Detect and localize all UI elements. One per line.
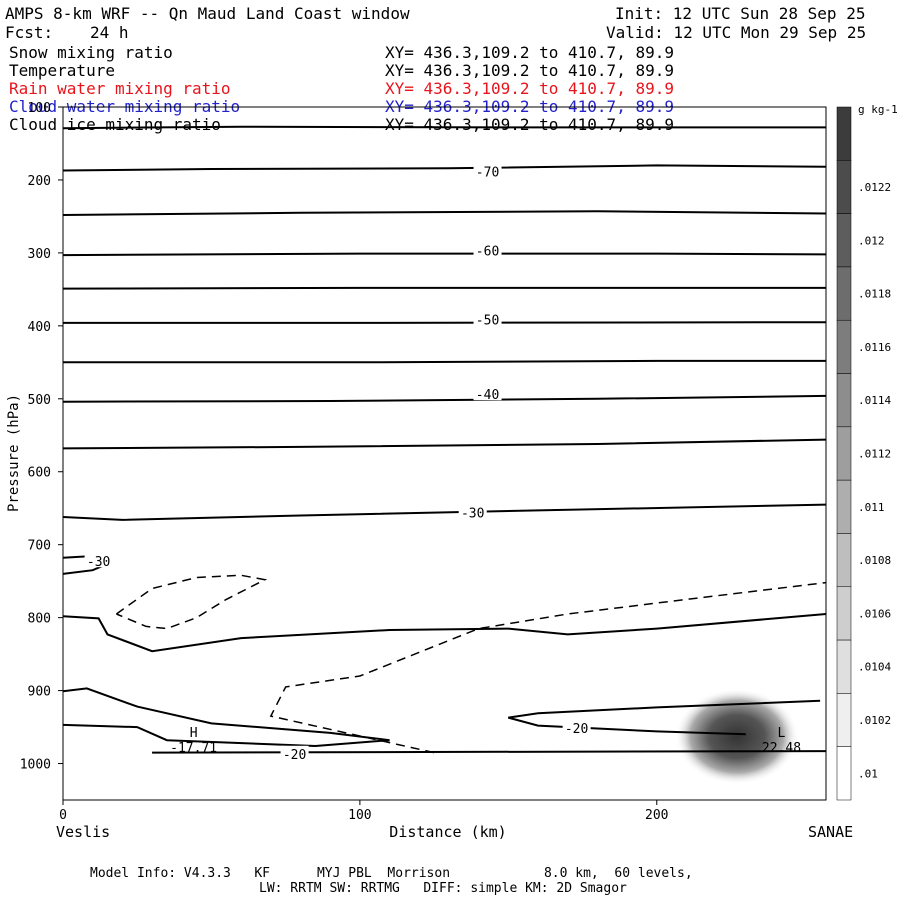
x-tick-label: 200 bbox=[645, 808, 668, 823]
contour-label-bg bbox=[280, 745, 309, 760]
contour-label: -50 bbox=[476, 314, 499, 329]
isotherm-contour bbox=[62, 394, 827, 403]
field-name: Temperature bbox=[9, 61, 115, 80]
isotherm-contour bbox=[62, 125, 826, 130]
shaded-mixing-ratio bbox=[674, 688, 799, 785]
colorbar-tick-label: .01 bbox=[858, 767, 878, 780]
colorbar-swatch bbox=[836, 160, 852, 214]
field-xy: XY= 436.3,109.2 to 410.7, 89.9 bbox=[385, 43, 674, 62]
colorbar-swatch bbox=[836, 319, 852, 374]
x-left-end-label: Veslis bbox=[56, 823, 110, 841]
extremum-value: 22.48 bbox=[762, 741, 801, 756]
contour-label: -60 bbox=[476, 244, 499, 259]
model-info-2: LW: RRTM SW: RRTMG DIFF: simple KM: 2D S… bbox=[259, 881, 627, 896]
contour-label-bg bbox=[473, 242, 502, 257]
colorbar-swatch bbox=[836, 213, 852, 268]
colorbar-tick-label: .0106 bbox=[858, 607, 891, 620]
colorbar-tick-label: .0104 bbox=[858, 661, 891, 674]
surface-contour bbox=[152, 750, 827, 754]
plot-frame bbox=[62, 106, 827, 801]
colorbar-tick-label: .0102 bbox=[858, 714, 891, 727]
contour-label: -40 bbox=[476, 388, 499, 403]
chart-title: AMPS 8-km WRF -- Qn Maud Land Coast wind… bbox=[5, 4, 410, 23]
extremum-marker: H bbox=[190, 726, 198, 741]
colorbar-swatch bbox=[836, 639, 852, 694]
colorbar-tick-label: .0112 bbox=[858, 448, 891, 461]
colorbar-tick-label: .0114 bbox=[858, 394, 891, 407]
y-tick-label: 200 bbox=[28, 174, 51, 189]
y-tick-label: 500 bbox=[28, 393, 51, 408]
y-tick-label: 100 bbox=[28, 101, 51, 116]
y-tick-label: 900 bbox=[28, 685, 51, 700]
field-name: Snow mixing ratio bbox=[9, 43, 173, 62]
isotherm-contour bbox=[62, 438, 827, 450]
field-name: Rain water mixing ratio bbox=[9, 79, 231, 98]
contour-label: -20 bbox=[565, 722, 588, 737]
model-info: Model Info: V4.3.3 KF MYJ PBL Morrison 8… bbox=[90, 866, 693, 881]
isotherm-contour bbox=[508, 699, 821, 736]
colorbar-swatch bbox=[836, 373, 852, 428]
dashed-contour bbox=[269, 581, 827, 754]
colorbar-tick-label: .012 bbox=[858, 234, 885, 247]
contour-label: -30 bbox=[461, 506, 484, 521]
contour-label: -30 bbox=[87, 555, 110, 570]
colorbar-swatch bbox=[836, 746, 852, 801]
colorbar-swatch bbox=[836, 693, 852, 747]
y-tick-label: 400 bbox=[28, 320, 51, 335]
colorbar-swatch bbox=[836, 586, 852, 641]
colorbar-swatch bbox=[836, 479, 852, 534]
isotherm-contour bbox=[62, 164, 827, 172]
y-tick-label: 600 bbox=[28, 466, 51, 481]
field-xy: XY= 436.3,109.2 to 410.7, 89.9 bbox=[385, 115, 674, 134]
contour-label-bg bbox=[473, 311, 502, 326]
colorbar-tick-label: .0118 bbox=[858, 288, 891, 301]
extremum-marker: L bbox=[778, 726, 786, 741]
colorbar-units: g kg-1 bbox=[858, 103, 898, 116]
x-tick-label: 100 bbox=[348, 808, 371, 823]
isotherm-contour bbox=[63, 321, 827, 324]
init-time: Init: 12 UTC Sun 28 Sep 25 bbox=[615, 4, 866, 23]
contour-label-bg bbox=[458, 504, 487, 519]
isotherm-contour bbox=[62, 687, 390, 748]
y-tick-label: 1000 bbox=[20, 758, 51, 773]
field-xy: XY= 436.3,109.2 to 410.7, 89.9 bbox=[385, 79, 674, 98]
colorbar-swatch bbox=[836, 106, 852, 161]
colorbar-swatch bbox=[836, 533, 852, 588]
valid-time: Valid: 12 UTC Mon 29 Sep 25 bbox=[606, 23, 867, 42]
contour-label-bg bbox=[473, 386, 502, 401]
isotherm-contour bbox=[62, 252, 827, 257]
extremum-value: -17.71 bbox=[170, 741, 217, 756]
y-tick-label: 800 bbox=[28, 612, 51, 627]
isotherm-contour bbox=[62, 503, 827, 521]
contour-label-bg bbox=[562, 720, 591, 735]
isotherm-contour bbox=[62, 613, 827, 653]
dashed-contour bbox=[115, 574, 268, 630]
isotherm-contour bbox=[63, 359, 826, 364]
colorbar-tick-label: .0116 bbox=[858, 341, 891, 354]
fcst-value: 24 h bbox=[90, 23, 129, 42]
field-xy: XY= 436.3,109.2 to 410.7, 89.9 bbox=[385, 61, 674, 80]
x-tick-label: 0 bbox=[59, 808, 67, 823]
isotherm-contour bbox=[62, 286, 826, 290]
x-axis-label: Distance (km) bbox=[389, 823, 506, 841]
contour-label: -20 bbox=[283, 748, 306, 763]
x-right-end-label: SANAE bbox=[808, 823, 853, 841]
contour-label-bg bbox=[473, 163, 502, 178]
isotherm-contour bbox=[62, 210, 827, 216]
contour-label-bg bbox=[84, 553, 113, 568]
y-tick-label: 700 bbox=[28, 539, 51, 554]
colorbar-tick-label: .0122 bbox=[858, 181, 891, 194]
colorbar-swatch bbox=[836, 266, 852, 321]
colorbar-swatch bbox=[836, 426, 852, 481]
colorbar-tick-label: .0108 bbox=[858, 554, 891, 567]
colorbar-tick-label: .011 bbox=[858, 501, 885, 514]
fcst-label: Fcst: bbox=[5, 23, 54, 42]
contour-label: -70 bbox=[476, 166, 499, 181]
y-axis-label: Pressure (hPa) bbox=[6, 394, 22, 512]
y-tick-label: 300 bbox=[28, 247, 51, 262]
